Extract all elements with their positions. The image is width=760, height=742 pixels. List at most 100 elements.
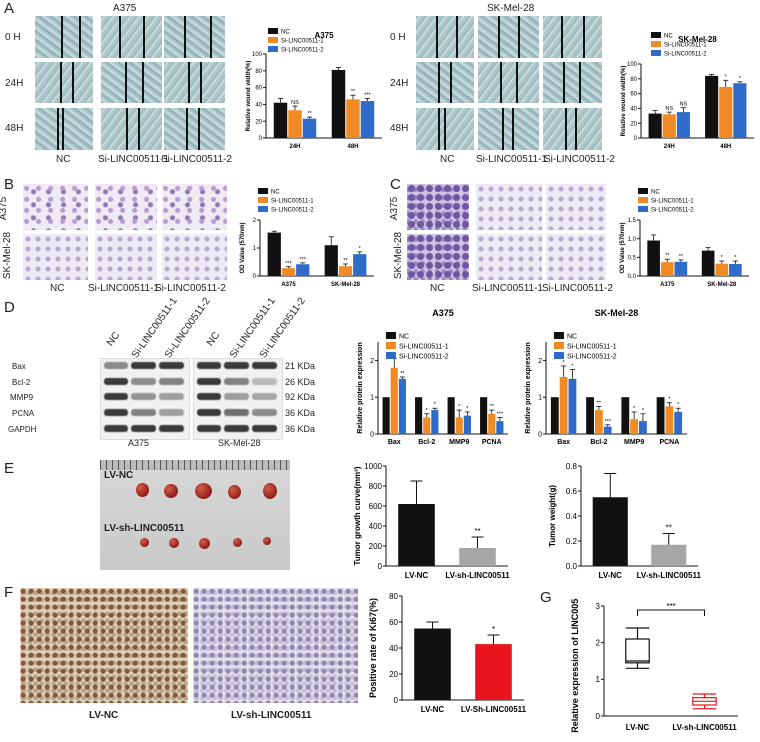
d-protein-mmp9: MMP9 bbox=[10, 393, 34, 402]
wound-image-sk-nc-0h bbox=[416, 16, 474, 58]
tumor-photo: LV-NC LV-sh-LINC00511 bbox=[100, 460, 290, 570]
d-a375-chart-title: A375 bbox=[432, 308, 454, 318]
a375-wound-bar-0-2 bbox=[302, 118, 317, 138]
a375-wound-legend-swatch-1 bbox=[268, 37, 278, 43]
tumor-nc-3 bbox=[195, 483, 212, 499]
band-bax-a375-nc bbox=[104, 362, 128, 369]
d-a375-ytick-label-0: 0 bbox=[370, 431, 374, 438]
wound-image-sk-si2-48h bbox=[543, 108, 602, 150]
b-od-annotation-1-1: ** bbox=[343, 258, 348, 264]
f-ki67-bar-1 bbox=[475, 644, 512, 700]
wound-image-sk-si2-0h bbox=[543, 16, 602, 58]
b-od-bar-1-0 bbox=[324, 245, 338, 276]
band-bcl2-sk-si2 bbox=[252, 378, 277, 385]
g-box-sig-label: *** bbox=[666, 602, 675, 611]
a375-wound-legend-label-0: NC bbox=[281, 30, 290, 36]
d-sk-annotation-1-1: ** bbox=[597, 400, 602, 406]
a375-wound-chart-title: A375 bbox=[314, 31, 334, 40]
transwell-image-c-sk-nc bbox=[407, 234, 469, 280]
a375-wound-annotation-1-2: *** bbox=[364, 93, 371, 99]
transwell-image-b-sk-si1 bbox=[95, 234, 157, 280]
sk-wound-bar-0-0 bbox=[648, 113, 662, 138]
g-box-box-0 bbox=[625, 638, 650, 664]
f-ki67-xtick-label-0: LV-NC bbox=[421, 705, 445, 714]
a375-wound-ytick-label-0: 0 bbox=[259, 136, 263, 142]
b-od-legend-label-0: NC bbox=[271, 190, 280, 196]
d-kda-bax: 21 KDa bbox=[285, 361, 316, 371]
panel-letter-f: F bbox=[4, 584, 14, 601]
c-od-ytick-label-3: 1.5 bbox=[628, 218, 637, 224]
d-sk-annotation-3-1: * bbox=[668, 397, 671, 403]
e-growth-annotation-1: ** bbox=[474, 527, 480, 536]
a375-wound-legend-swatch-2 bbox=[268, 46, 278, 52]
d-sk-legend-label-2: Si-LINC00511-2 bbox=[567, 354, 617, 361]
a-row-48h: 48H bbox=[5, 123, 24, 134]
f-ki67-ytick-label-0: 0 bbox=[394, 696, 399, 705]
d-sk-legend-swatch-0 bbox=[554, 332, 564, 339]
sk-wound-annotation-0-1: NS bbox=[665, 106, 673, 112]
band-mmp9-sk-si1 bbox=[224, 393, 249, 400]
sk-wound-annotation-1-2: * bbox=[739, 76, 742, 82]
d-a375-annotation-1-1: * bbox=[426, 408, 429, 414]
sk-wound-legend-label-1: Si-LINC00511-1 bbox=[664, 43, 707, 49]
b-od-ytick-label-2: 2 bbox=[253, 218, 257, 224]
d-a375-xtick-label-2: MMP9 bbox=[449, 439, 469, 446]
chart-c-od: 0.00.51.01.5OD Value (570nm) ** **A375* *SK… bbox=[620, 188, 749, 288]
tumor-label-nc: LV-NC bbox=[104, 470, 134, 481]
c-od-ytick-label-2: 1.0 bbox=[628, 237, 637, 243]
band-gapdh-a375-si1 bbox=[131, 425, 156, 432]
b-od-bar-0-0 bbox=[267, 232, 281, 276]
g-box-ytick-label-3: 3 bbox=[596, 602, 601, 611]
b-od-bar-1-1 bbox=[338, 266, 353, 276]
wound-image-sk-si2-24h bbox=[543, 62, 602, 103]
panel-letter-b: B bbox=[4, 176, 15, 193]
band-bcl2-a375-si2 bbox=[159, 378, 184, 385]
c-od-bar-0-2 bbox=[674, 261, 688, 276]
d-sk-xtick-label-3: PCNA bbox=[659, 439, 679, 446]
transwell-image-c-a375-si2 bbox=[546, 184, 606, 230]
d-sk-annotation-0-2: * bbox=[571, 364, 574, 370]
b-row-a375: A375 bbox=[0, 196, 10, 221]
a-col-nc: NC bbox=[56, 154, 71, 165]
sk-wound-legend-swatch-1 bbox=[651, 41, 661, 47]
sk-wound-title: SK-Mel-28 bbox=[487, 3, 535, 14]
d-sk-bar-0-1 bbox=[559, 376, 568, 434]
a-row-0h: 0 H bbox=[5, 32, 21, 43]
c-od-y-label: OD Value (570nm) bbox=[620, 222, 626, 273]
panel-letter-d: D bbox=[4, 299, 15, 316]
transwell-image-c-a375-si1 bbox=[476, 184, 542, 230]
g-box-ytick-label-1: 1 bbox=[596, 675, 601, 684]
d-sk-annotation-2-2: * bbox=[642, 408, 645, 414]
c-od-bar-0-1 bbox=[660, 262, 674, 276]
d-a375-legend-label-2: Si-LINC00511-2 bbox=[399, 354, 449, 361]
a-col-si2-sk: Si-LINC00511-2 bbox=[544, 154, 615, 165]
c-od-annotation-1-1: * bbox=[721, 255, 724, 261]
d-a375-y-label: Relative protein expression bbox=[357, 342, 364, 433]
sk-wound-xtick-label-0: 24H bbox=[664, 144, 675, 150]
b-od-annotation-1-2: * bbox=[359, 246, 362, 252]
chart-e-weight: 0.0 0.2 0.4 0.6 0.8 Tumor weight(g) LV-NC ** LV-… bbox=[548, 462, 701, 580]
d-a375-bar-1-1 bbox=[423, 417, 431, 434]
band-bax-sk-si1 bbox=[224, 362, 249, 369]
f-ki67-y-label: Positive rate of Ki67(%) bbox=[368, 598, 378, 698]
b-col-si1: Si-LINC00511-1 bbox=[88, 283, 159, 294]
d-sk-xtick-label-0: Bax bbox=[557, 439, 570, 446]
d-a375-bar-2-1 bbox=[455, 417, 463, 434]
a-col-nc-sk: NC bbox=[440, 154, 455, 165]
ihc-image-lv-sh bbox=[193, 588, 358, 703]
d-sk-legend-swatch-1 bbox=[554, 342, 564, 349]
b-od-bar-0-2 bbox=[296, 264, 310, 276]
d-a375-annotation-2-2: * bbox=[466, 406, 469, 412]
sk-wound-legend-label-0: NC bbox=[664, 34, 673, 40]
c-row-sk: SK-Mel-28 bbox=[393, 231, 405, 280]
band-bax-a375-si2 bbox=[159, 362, 184, 369]
d-a375-legend-label-1: Si-LINC00511-1 bbox=[399, 344, 449, 351]
d-cell-a375: A375 bbox=[128, 438, 150, 448]
chart-g-box: 0 1 2 3 Relative expression of LINC00511 LV-N… bbox=[570, 598, 738, 733]
chart-f-ki67: 0 20 40 60 80 Positive rate of Ki67(%) LV-NC * L… bbox=[368, 592, 527, 714]
d-cell-sk: SK-Mel-28 bbox=[218, 438, 261, 448]
a375-wound-xtick-label-1: 48H bbox=[347, 144, 358, 150]
